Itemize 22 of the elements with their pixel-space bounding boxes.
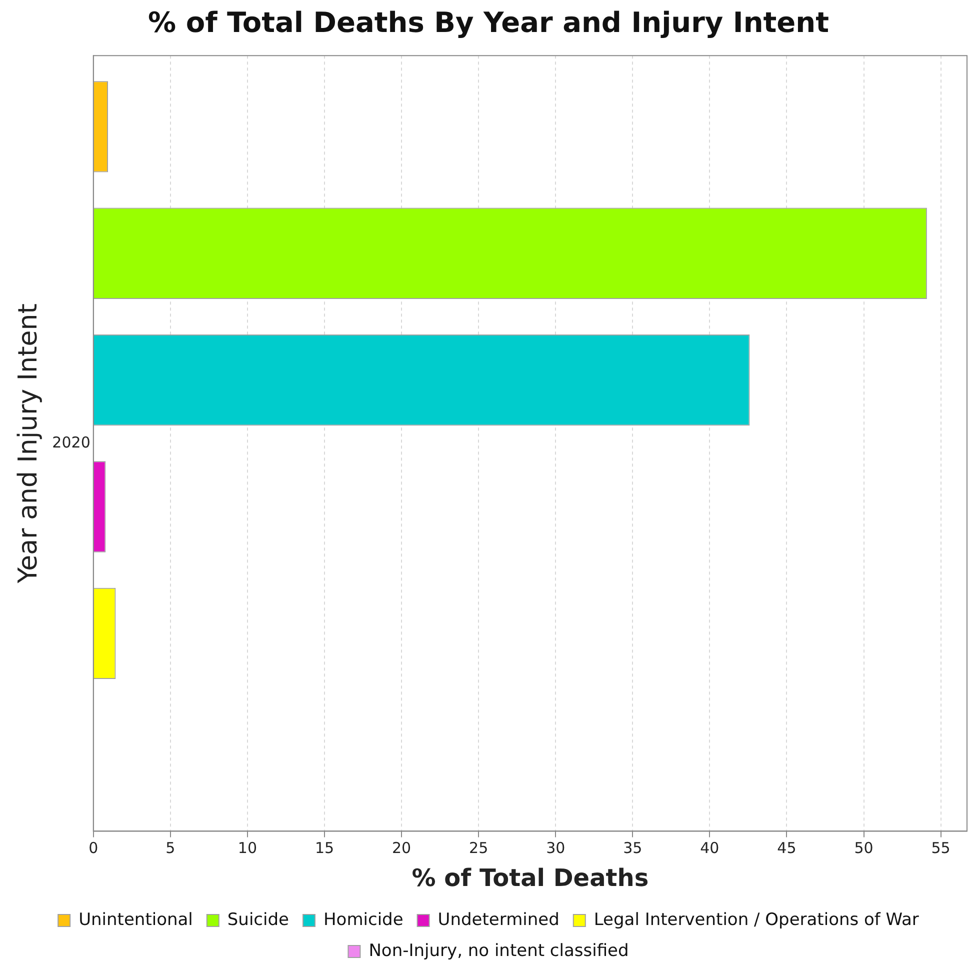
x-tick-label: 35: [623, 839, 642, 858]
legend-label: Non-Injury, no intent classified: [368, 940, 629, 961]
x-tick-label: 5: [166, 839, 176, 858]
x-tick-label: 10: [238, 839, 257, 858]
x-axis-title: % of Total Deaths: [412, 864, 649, 892]
y-axis-title: Year and Injury Intent: [13, 304, 44, 584]
legend-label: Legal Intervention / Operations of War: [594, 910, 919, 930]
x-tick-label: 30: [546, 839, 566, 858]
chart-title: % of Total Deaths By Year and Injury Intent: [148, 6, 829, 40]
legend-label: Homicide: [324, 910, 404, 930]
x-tick-label: 50: [854, 839, 874, 858]
x-tick-label: 15: [314, 839, 334, 858]
x-tick-label: 25: [469, 839, 488, 858]
legend-label: Suicide: [227, 910, 290, 930]
legend-label: Undetermined: [438, 910, 560, 930]
legend-label: Unintentional: [78, 910, 193, 930]
x-tick-label: 45: [777, 839, 796, 858]
x-tick-label: 20: [392, 839, 412, 858]
y-tick-label: 2020: [52, 433, 90, 452]
x-tick-label: 40: [700, 839, 720, 858]
x-tick-label: 0: [88, 839, 98, 858]
x-tick-label: 55: [931, 839, 950, 858]
